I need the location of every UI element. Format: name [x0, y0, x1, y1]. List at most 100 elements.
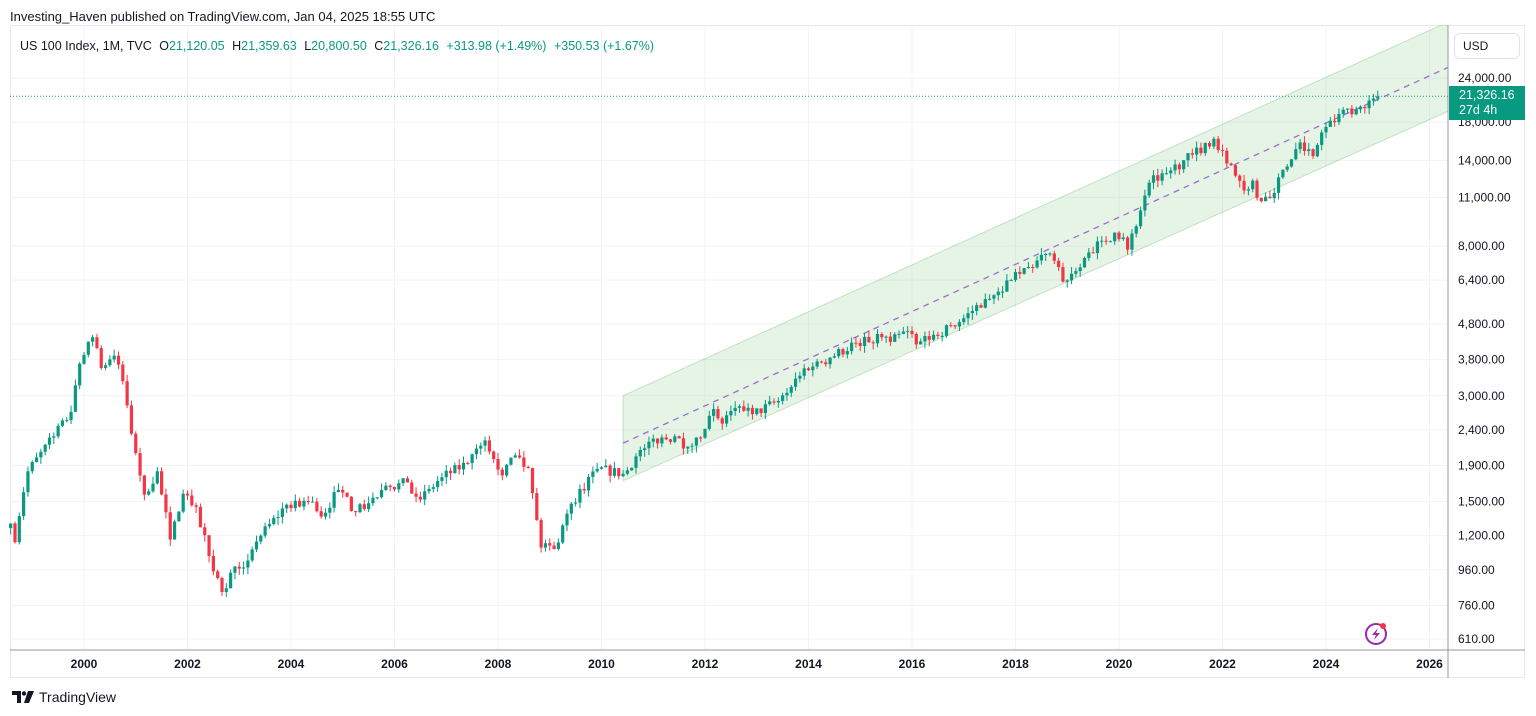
- candle-body: [599, 467, 604, 469]
- candle-body: [233, 566, 237, 573]
- candle: [694, 437, 698, 453]
- candle: [1341, 107, 1345, 118]
- candle: [293, 494, 297, 512]
- candle: [737, 404, 742, 413]
- candle: [975, 302, 979, 316]
- footer: TradingView: [12, 689, 116, 705]
- candle: [591, 466, 595, 484]
- candle-body: [707, 415, 711, 429]
- currency-button[interactable]: USD: [1454, 33, 1520, 59]
- candle-body: [500, 469, 504, 476]
- candle: [384, 482, 388, 491]
- candle: [134, 431, 138, 456]
- price-tick-label: 8,000.00: [1458, 239, 1505, 253]
- candle-body: [604, 465, 608, 468]
- candle: [677, 435, 681, 439]
- candle-body: [712, 409, 716, 416]
- candle-body: [453, 465, 457, 474]
- candle-body: [1302, 142, 1307, 152]
- candle-body: [267, 524, 272, 527]
- candle-body: [259, 535, 263, 542]
- candle: [880, 332, 884, 341]
- candle-body: [172, 521, 177, 540]
- candle-body: [121, 364, 125, 382]
- candle-body: [509, 457, 513, 465]
- candle: [966, 307, 970, 325]
- candle: [897, 330, 901, 339]
- candle-body: [772, 401, 776, 403]
- candle: [43, 443, 47, 456]
- candle: [1333, 114, 1337, 127]
- candle: [1216, 136, 1220, 153]
- candle-body: [1069, 273, 1074, 281]
- candle-body: [841, 349, 845, 355]
- candle-body: [612, 468, 617, 476]
- candle-body: [906, 330, 910, 332]
- candle: [957, 319, 962, 331]
- candle: [272, 514, 276, 526]
- candle: [1212, 136, 1216, 150]
- candle: [1151, 170, 1156, 190]
- candle-body: [310, 501, 315, 503]
- candle-body: [901, 331, 905, 334]
- candle: [595, 462, 599, 473]
- candle: [509, 457, 513, 466]
- candle: [207, 535, 211, 563]
- candle-body: [759, 408, 763, 413]
- candle: [99, 345, 103, 370]
- candle-body: [1354, 109, 1358, 115]
- candle-body: [1173, 164, 1177, 171]
- candle: [345, 492, 349, 498]
- candle: [1134, 224, 1138, 238]
- candle: [241, 561, 246, 575]
- candle-body: [181, 493, 185, 512]
- candle: [746, 403, 750, 417]
- candle-body: [1039, 254, 1043, 261]
- candle: [1164, 167, 1169, 175]
- candle-body: [276, 517, 280, 519]
- grid: [10, 25, 1448, 650]
- candle: [1311, 148, 1315, 159]
- candle-body: [1350, 108, 1354, 115]
- candle: [742, 400, 746, 412]
- candle-body: [815, 361, 819, 367]
- candle: [1100, 236, 1104, 248]
- tradingview-logo-icon: [12, 691, 34, 703]
- candle: [496, 452, 500, 476]
- candle: [612, 461, 617, 478]
- candle: [854, 336, 858, 348]
- candle-body: [854, 342, 858, 344]
- candle-body: [677, 436, 681, 439]
- candle-body: [358, 504, 362, 513]
- candle-body: [1022, 268, 1026, 274]
- candle-body: [108, 359, 112, 366]
- candle-body: [246, 560, 250, 568]
- candle-body: [82, 354, 86, 364]
- candle-body: [138, 453, 142, 476]
- candle: [634, 453, 638, 474]
- candle-body: [492, 451, 496, 460]
- candle: [574, 497, 578, 507]
- candle-body: [957, 322, 962, 327]
- candle: [39, 448, 43, 464]
- bar-countdown: 27d 4h: [1459, 103, 1498, 117]
- candle-body: [828, 357, 832, 365]
- candle-body: [134, 433, 138, 454]
- candle: [953, 324, 957, 330]
- candle-body: [1035, 260, 1039, 268]
- candle-body: [69, 411, 73, 421]
- candle: [776, 397, 780, 408]
- candle-body: [888, 336, 893, 342]
- candle: [1065, 279, 1069, 288]
- candle-body: [526, 466, 530, 468]
- candle: [690, 442, 694, 454]
- candle-body: [845, 351, 849, 355]
- candle: [828, 357, 832, 369]
- candle: [608, 463, 612, 483]
- candle-body: [30, 462, 34, 472]
- candle: [414, 487, 418, 503]
- candle: [919, 338, 923, 345]
- lightning-icon[interactable]: [1365, 623, 1387, 645]
- time-tick-label: 2000: [71, 657, 98, 671]
